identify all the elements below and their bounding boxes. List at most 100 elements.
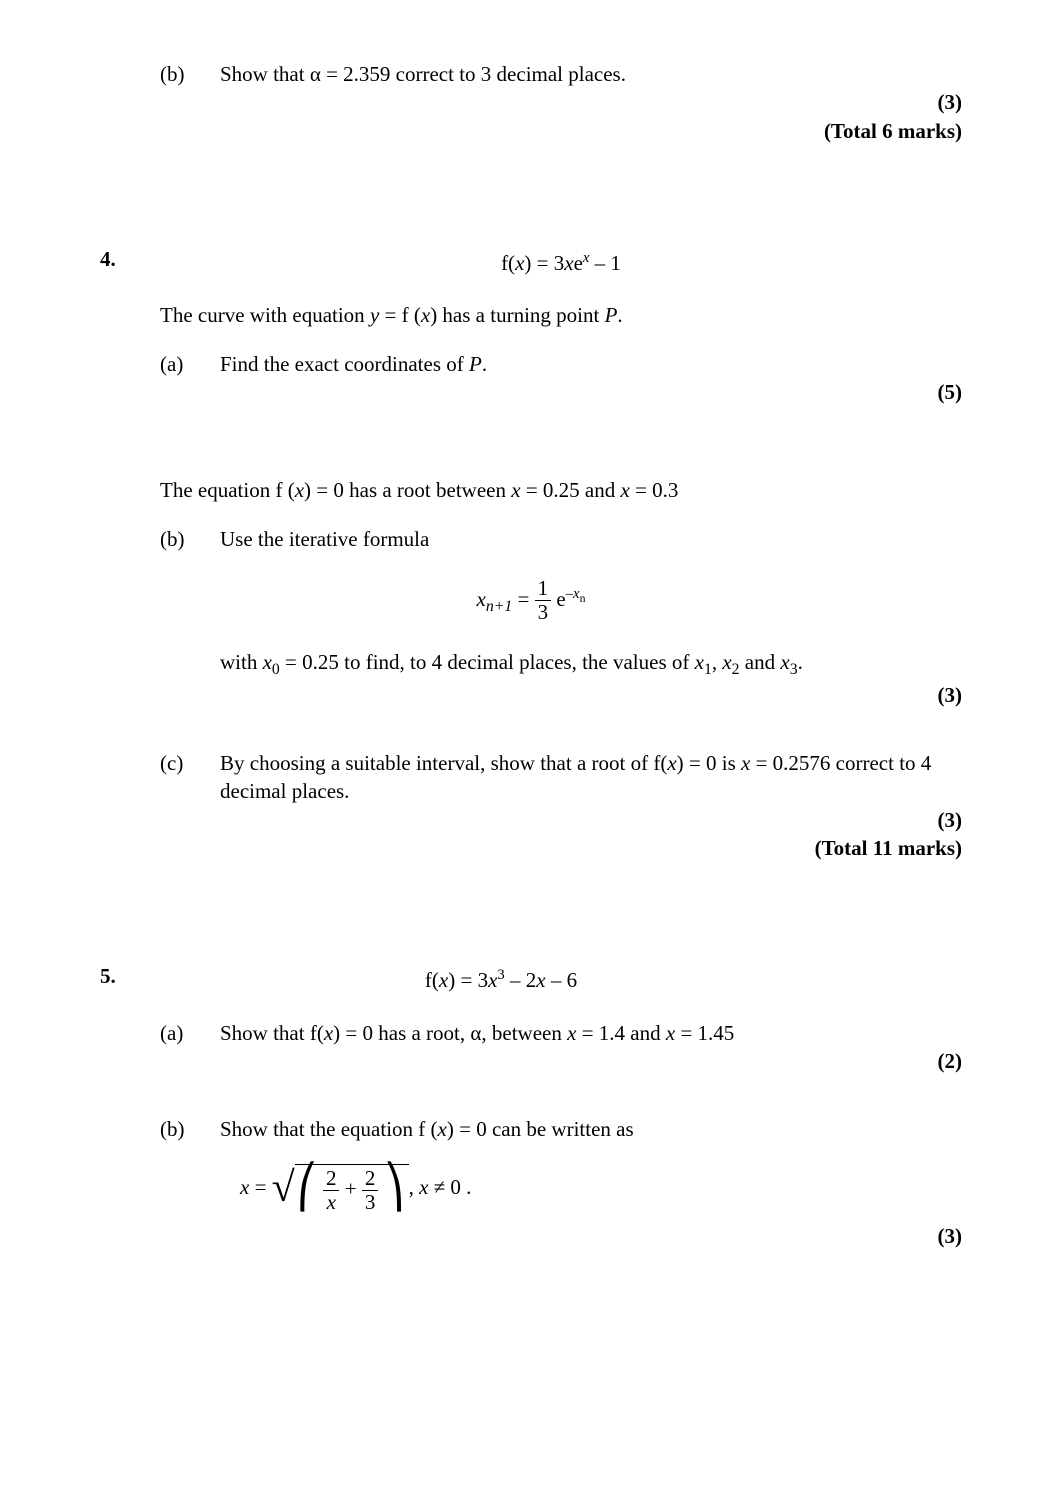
q5-a-marks: (2): [100, 1047, 962, 1075]
t: x: [421, 303, 430, 327]
sqrt-body: ⎛ 2x + 23 ⎞: [295, 1164, 409, 1214]
t: ,: [409, 1175, 420, 1199]
q4-a-text: Find the exact coordinates of P.: [220, 350, 962, 378]
q5-root-equation: x = √ ⎛ 2x + 23 ⎞ , x ≠ 0 .: [100, 1164, 962, 1214]
t: ) = 0 has a root between: [304, 478, 511, 502]
q3-part-b-row: (b) Show that α = 2.359 correct to 3 dec…: [100, 60, 962, 88]
t: +: [345, 1176, 362, 1200]
t: x: [666, 1021, 675, 1045]
t: x: [695, 650, 704, 674]
fraction: 2x: [323, 1167, 340, 1214]
t: x: [324, 1021, 333, 1045]
q4-intro1: The curve with equation y = f (x) has a …: [100, 301, 962, 329]
t: 3: [790, 661, 798, 678]
q4-c-label: (c): [160, 749, 220, 777]
q4-a-marks: (5): [100, 378, 962, 406]
t: 3: [362, 1191, 379, 1214]
t: =: [512, 587, 534, 611]
q3-b-text: Show that α = 2.359 correct to 3 decimal…: [220, 60, 962, 88]
t: x: [536, 968, 545, 992]
q4-c-row: (c) By choosing a suitable interval, sho…: [100, 749, 962, 806]
q5-b-text: Show that the equation f (x) = 0 can be …: [220, 1115, 962, 1143]
q4-header-row: 4. f(x) = 3xex – 1: [100, 245, 962, 281]
t: n+1: [486, 598, 512, 615]
t: 2: [362, 1167, 379, 1191]
q4-number: 4.: [100, 245, 160, 273]
t: P: [605, 303, 618, 327]
t: .: [798, 650, 803, 674]
t: x: [511, 478, 520, 502]
t: e: [551, 587, 566, 611]
q4-b-label: (b): [160, 525, 220, 553]
q5-b-row: (b) Show that the equation f (x) = 0 can…: [100, 1115, 962, 1143]
q4-a-row: (a) Find the exact coordinates of P.: [100, 350, 962, 378]
t: x: [722, 650, 731, 674]
t: 1: [535, 577, 552, 601]
q4-total: (Total 11 marks): [100, 834, 962, 862]
t: x: [439, 968, 448, 992]
t: .: [482, 352, 487, 376]
t: n: [580, 591, 586, 604]
t: x: [419, 1175, 428, 1199]
t: f(: [501, 251, 515, 275]
q4-b-row: (b) Use the iterative formula: [100, 525, 962, 553]
t: x: [564, 251, 573, 275]
t: = 0.3: [630, 478, 679, 502]
t: x: [263, 650, 272, 674]
t: x: [488, 968, 497, 992]
t: x: [620, 478, 629, 502]
t: .: [617, 303, 622, 327]
t: x: [477, 587, 486, 611]
t: x: [240, 1175, 249, 1199]
t: ) = 0 is: [677, 751, 741, 775]
q4-c-text: By choosing a suitable interval, show th…: [220, 749, 962, 806]
t: Show that the equation f (: [220, 1117, 438, 1141]
t: = 0.25 to find, to 4 decimal places, the…: [280, 650, 695, 674]
t: ) = 3: [524, 251, 564, 275]
t: The equation f (: [160, 478, 295, 502]
t: Show that f(: [220, 1021, 324, 1045]
fraction: 13: [535, 577, 552, 624]
t: 3: [535, 601, 552, 624]
t: = 1.4 and: [576, 1021, 665, 1045]
q4-iterative-formula: xn+1 = 13 e–xn: [100, 577, 962, 624]
q5-a-text: Show that f(x) = 0 has a root, α, betwee…: [220, 1019, 962, 1047]
t: f(: [425, 968, 439, 992]
t: ) = 0 has a root, α, between: [333, 1021, 567, 1045]
t: x: [741, 751, 750, 775]
t: 2: [732, 661, 740, 678]
t: By choosing a suitable interval, show th…: [220, 751, 667, 775]
t: Find the exact coordinates of: [220, 352, 469, 376]
q4-c-marks: (3): [100, 806, 962, 834]
q5-b-marks: (3): [100, 1222, 962, 1250]
t: 2: [323, 1167, 340, 1191]
t: x: [327, 1190, 336, 1214]
t: ≠ 0 .: [428, 1175, 471, 1199]
q5-header-row: 5. f(x) = 3x3 – 2x – 6: [100, 962, 962, 998]
t: ) has a turning point: [430, 303, 604, 327]
t: =: [249, 1175, 271, 1199]
q4-equation: f(x) = 3xex – 1: [160, 249, 962, 277]
t: with: [220, 650, 263, 674]
q3-total: (Total 6 marks): [100, 117, 962, 145]
q4-b-continue: with x0 = 0.25 to find, to 4 decimal pla…: [100, 648, 962, 680]
q5-number: 5.: [100, 962, 160, 990]
t: 1: [704, 661, 712, 678]
t: P: [469, 352, 482, 376]
t: x: [667, 751, 676, 775]
t: = 1.45: [675, 1021, 734, 1045]
q5-equation: f(x) = 3x3 – 2x – 6: [160, 966, 962, 994]
t: ,: [712, 650, 723, 674]
t: and: [740, 650, 781, 674]
t: = 0.25 and: [521, 478, 621, 502]
t: ) = 3: [448, 968, 488, 992]
page: (b) Show that α = 2.359 correct to 3 dec…: [0, 0, 1062, 1504]
q4-a-label: (a): [160, 350, 220, 378]
t: –: [566, 586, 573, 602]
t: The curve with equation: [160, 303, 370, 327]
q4-b-marks: (3): [100, 681, 962, 709]
t: x: [438, 1117, 447, 1141]
t: 0: [272, 661, 280, 678]
sqrt: √ ⎛ 2x + 23 ⎞: [272, 1164, 409, 1214]
q5-b-label: (b): [160, 1115, 220, 1143]
